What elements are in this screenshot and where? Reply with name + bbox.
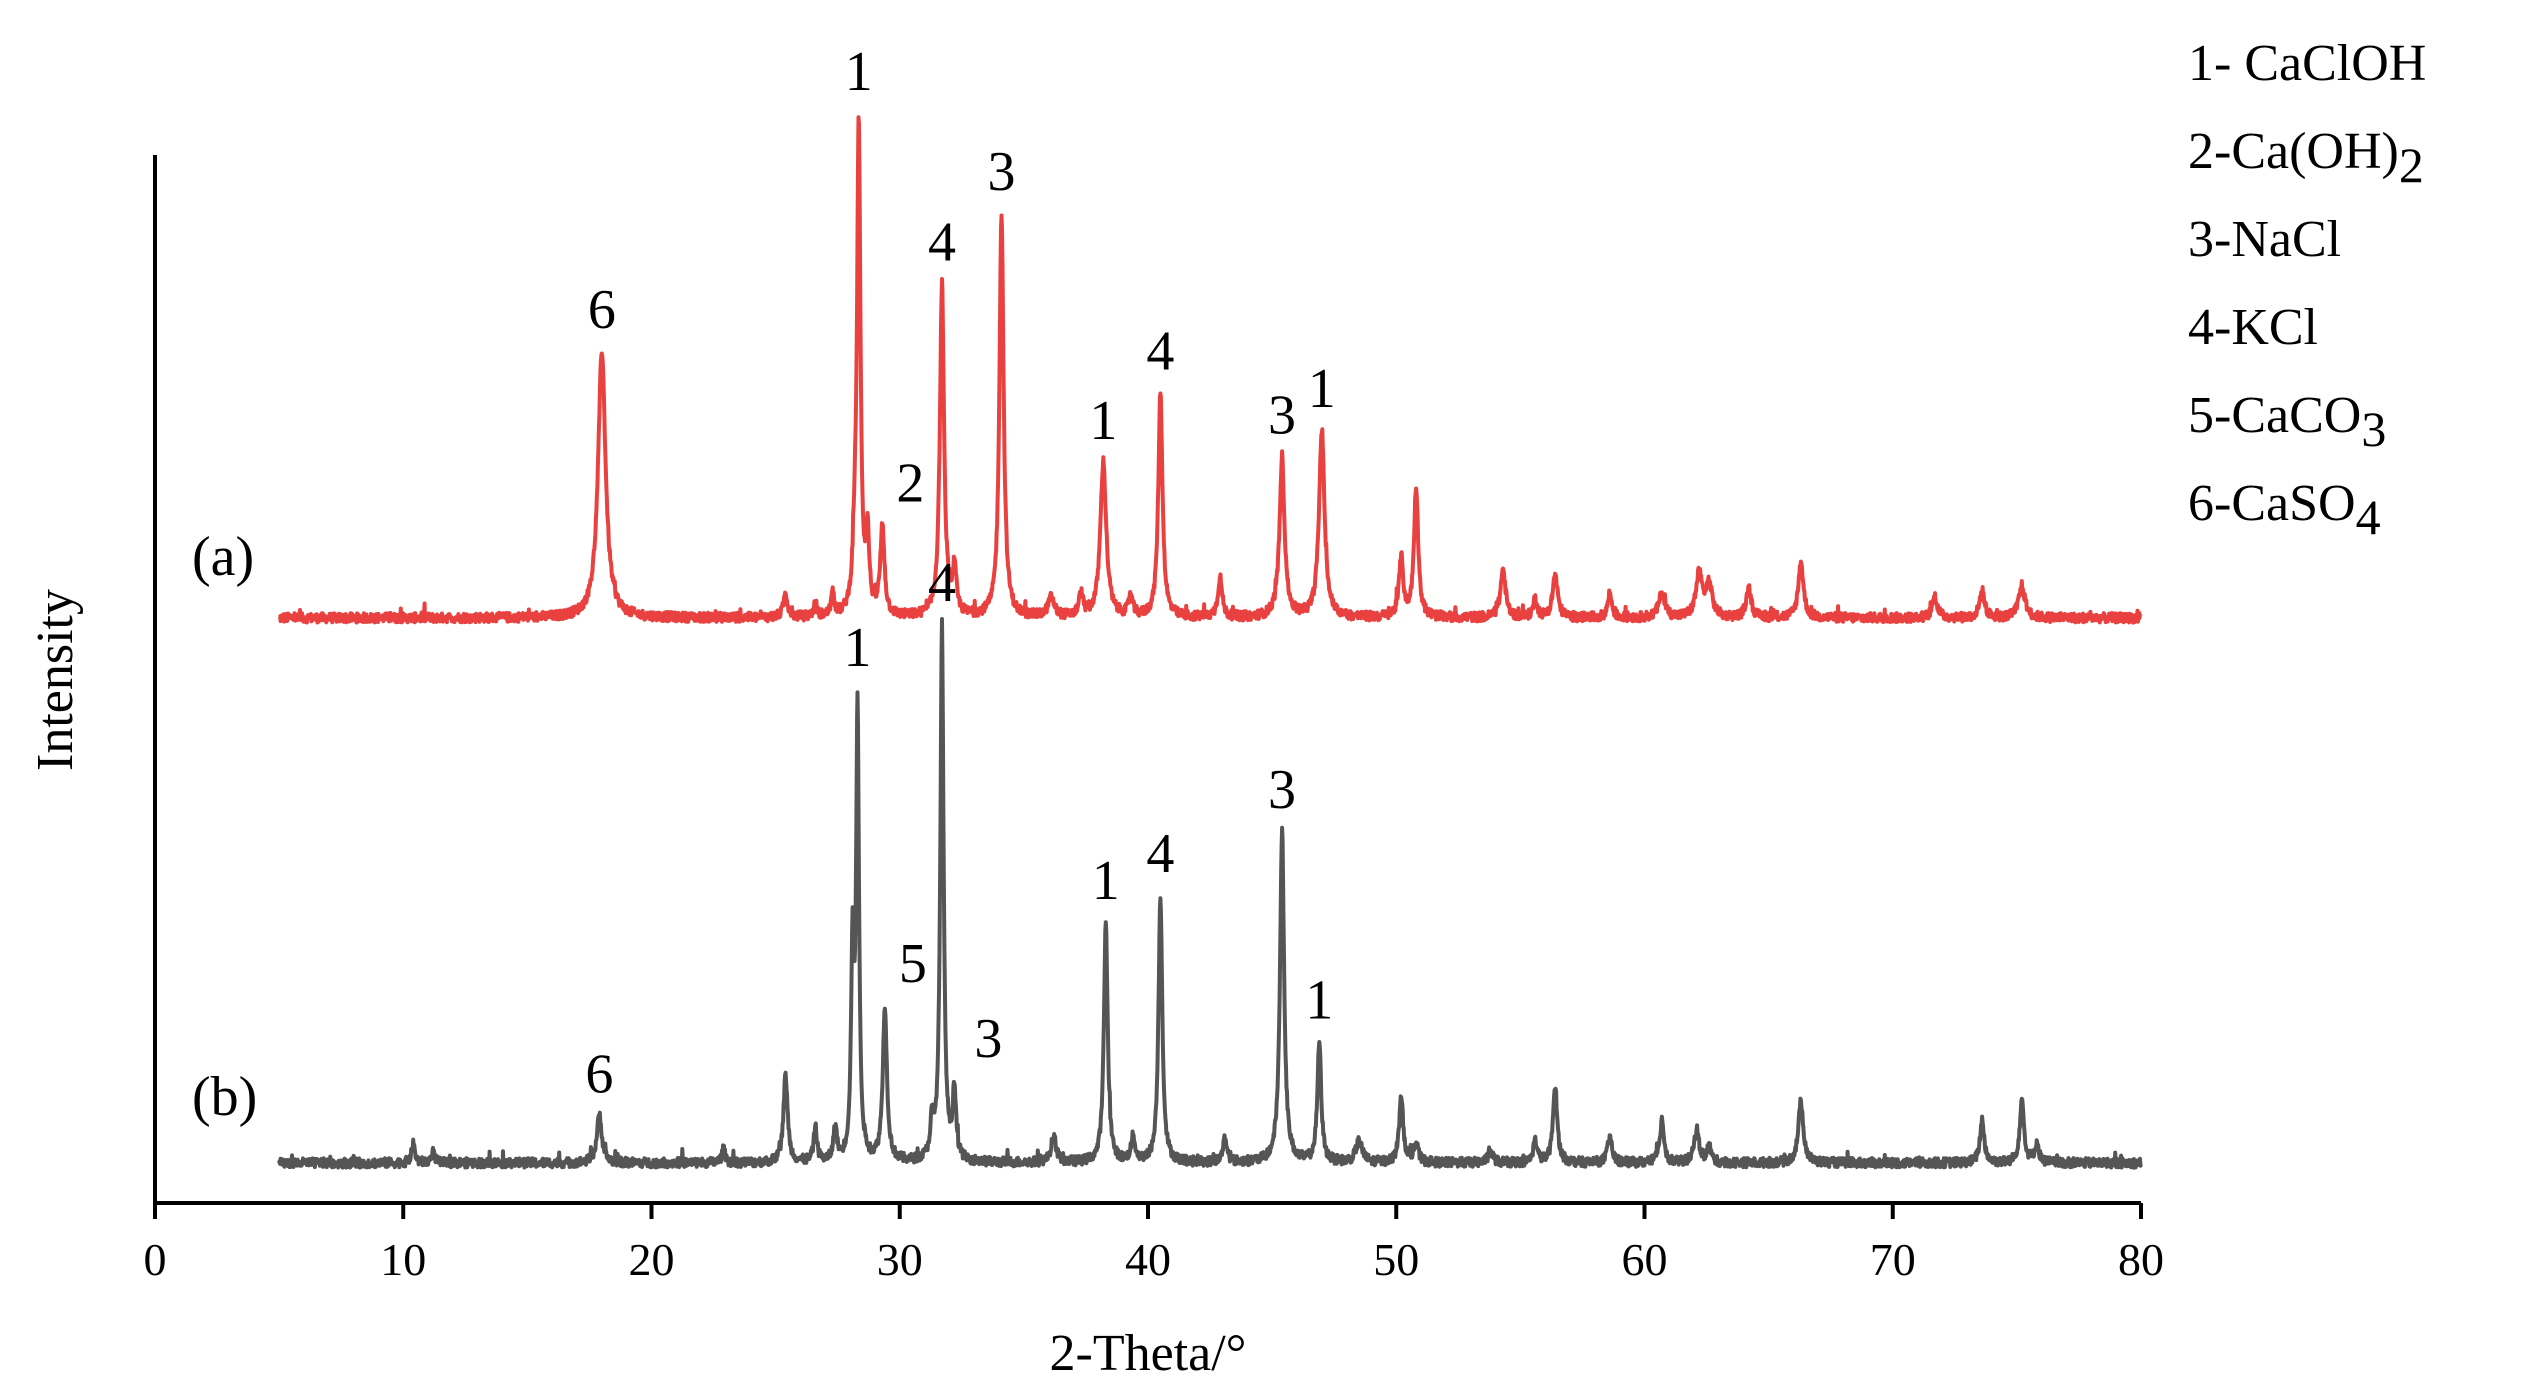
peak-label: 3: [974, 1008, 1002, 1070]
x-tick-label: 10: [380, 1234, 426, 1285]
axes: 0 10 20 30 40 50 60 70 80: [144, 155, 2164, 1285]
peak-label: 6: [588, 279, 616, 341]
x-tick-label: 60: [1622, 1234, 1668, 1285]
trace-label-b: (b): [192, 1066, 257, 1128]
peak-label: 1: [1305, 970, 1333, 1032]
peak-label: 1: [1308, 358, 1336, 420]
peak-label: 1: [1092, 850, 1120, 912]
peak-label: 3: [1268, 385, 1296, 447]
x-tick-label: 40: [1125, 1234, 1171, 1285]
peak-label: 4: [928, 552, 956, 614]
series-line-b: [277, 617, 2143, 1170]
x-axis-title: 2-Theta/°: [1050, 1325, 1247, 1382]
legend-entry: 4-KCl: [2188, 299, 2318, 356]
traces: [277, 115, 2143, 1170]
peak-label: 4: [1146, 823, 1174, 885]
peak-label: 1: [844, 617, 872, 679]
x-ticks: 0 10 20 30 40 50 60 70 80: [144, 1203, 2164, 1285]
legend-entry: 1- CaClOH: [2188, 35, 2426, 92]
legend-entry: 2-Ca(OH)2: [2188, 123, 2424, 193]
legend-entry: 5-CaCO3: [2188, 387, 2386, 457]
x-tick-label: 30: [877, 1234, 923, 1285]
legend-entry: 3-NaCl: [2188, 211, 2341, 268]
legend-entry: 6-CaSO4: [2188, 475, 2381, 545]
x-tick-label: 50: [1373, 1234, 1419, 1285]
peak-label: 3: [1268, 759, 1296, 821]
x-tick-label: 80: [2118, 1234, 2164, 1285]
x-tick-label: 70: [1870, 1234, 1916, 1285]
legend: 1- CaClOH 2-Ca(OH)2 3-NaCl 4-KCl 5-CaCO3 6-Ca…: [2188, 35, 2426, 545]
series-line-a: [277, 115, 2143, 625]
y-axis-title: Intensity: [27, 589, 84, 771]
peak-label: 4: [1146, 321, 1174, 383]
peak-label: 1: [845, 41, 873, 103]
trace-label-a: (a): [192, 526, 254, 588]
x-tick-label: 20: [629, 1234, 675, 1285]
peak-label: 5: [899, 933, 927, 995]
peak-label: 4: [928, 212, 956, 274]
x-tick-label: 0: [144, 1234, 167, 1285]
peak-label: 2: [896, 452, 924, 514]
peak-label: 6: [585, 1044, 613, 1106]
peak-label: 3: [988, 141, 1016, 203]
peak-label: 1: [1089, 390, 1117, 452]
